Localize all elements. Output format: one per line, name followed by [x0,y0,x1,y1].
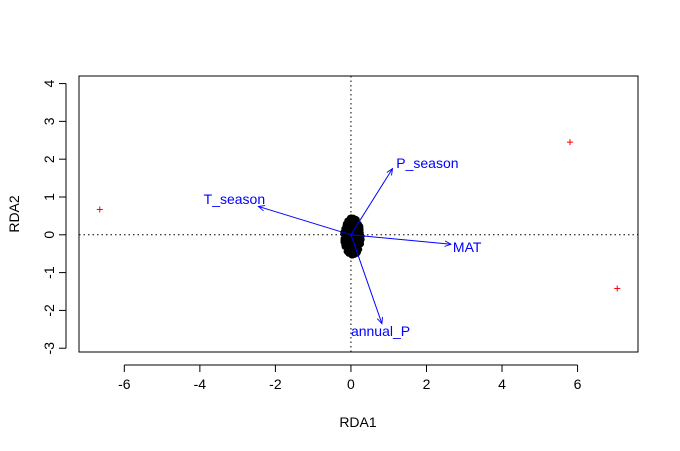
site-point [350,249,357,256]
outlier-point [567,139,574,146]
y-tick-label: 0 [41,231,57,239]
x-axis-title: RDA1 [339,414,377,430]
site-point [353,226,359,232]
site-point [350,219,356,226]
x-tick-label: -4 [194,376,207,392]
x-tick-label: 6 [574,376,582,392]
arrow-label-t-season: T_season [204,191,265,207]
site-point [355,244,361,250]
reference-lines [79,76,638,352]
site-points [340,214,365,259]
arrow-mat [350,234,451,244]
x-tick-label: 0 [347,376,355,392]
plot-frame [78,75,639,353]
outlier-point [96,206,103,213]
y-axis: -3 -2 -1 0 1 2 3 4 [41,79,67,355]
y-axis-title: RDA2 [6,195,22,233]
arrow-label-p-season: P_season [396,155,458,171]
site-point [350,215,356,221]
arrow-p-season [350,169,393,236]
arrow-label-annual-p: annual_P [351,323,410,339]
arrow-label-mat: MAT [453,239,482,255]
arrow-annual-p [350,234,382,324]
y-tick-label: -1 [41,266,57,279]
y-tick-label: -2 [41,304,57,317]
y-tick-label: 1 [41,193,57,201]
y-tick-label: 4 [41,79,57,87]
y-tick-label: 3 [41,117,57,125]
x-tick-label: 4 [498,376,506,392]
site-point [341,242,347,248]
x-tick-label: -6 [118,376,131,392]
arrow-t-season [258,206,352,236]
y-tick-label: -3 [41,342,57,355]
x-axis: -6 -4 -2 0 2 4 6 [118,364,582,392]
y-tick-label: 2 [41,155,57,163]
site-point [358,239,364,245]
biplot-arrows: P_season T_season MAT annual_P [204,155,482,339]
site-point [357,233,363,239]
x-tick-label: 2 [423,376,431,392]
x-tick-label: -2 [269,376,282,392]
outlier-point [614,285,621,292]
outlier-points [96,139,621,292]
site-point [343,222,349,228]
site-point [343,249,350,255]
site-point [340,235,346,241]
